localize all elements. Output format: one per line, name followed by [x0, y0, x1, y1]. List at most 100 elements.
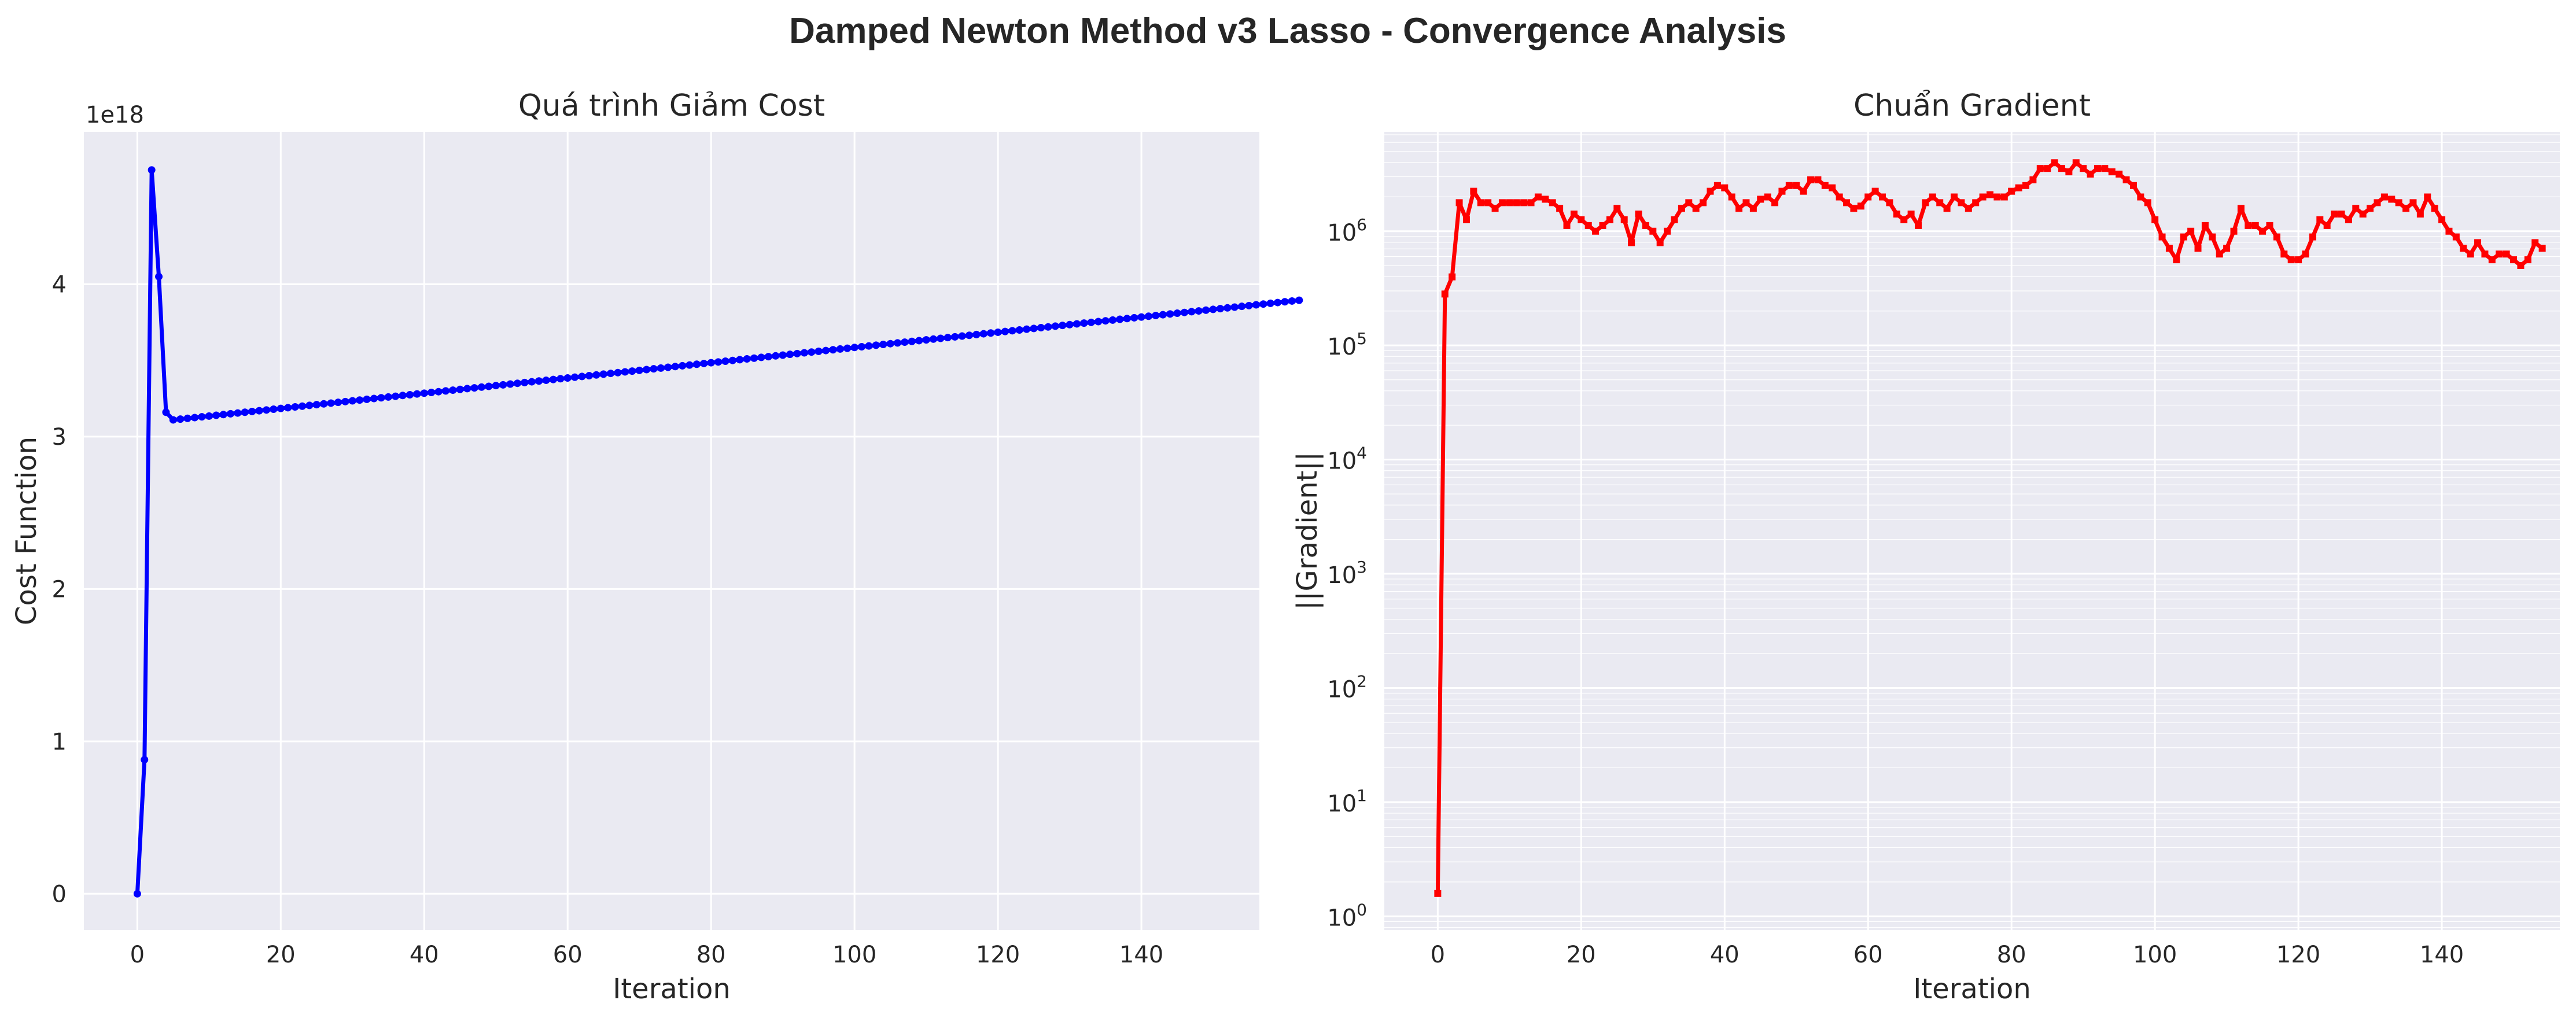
cost-data-point: [485, 382, 493, 390]
gradient-data-point: [1907, 211, 1915, 218]
gradient-data-point: [1771, 199, 1779, 206]
gradient-data-point: [1742, 199, 1750, 206]
gradient-data-point: [1462, 216, 1470, 224]
gradient-data-point: [1993, 193, 2001, 201]
gradient-data-point: [2309, 233, 2316, 241]
cost-data-point: [951, 333, 959, 341]
cost-data-point: [456, 385, 464, 393]
cost-data-point: [592, 371, 600, 379]
gradient-data-point: [1922, 199, 1929, 206]
cost-x-tick-label: 80: [696, 942, 726, 968]
gradient-data-point: [2044, 165, 2051, 172]
gradient-data-point: [1449, 273, 1456, 281]
gradient-data-point: [2266, 222, 2273, 229]
cost-data-point: [1274, 298, 1282, 307]
gradient-data-point: [1606, 216, 1613, 224]
gradient-grid: [1384, 132, 2560, 930]
gradient-data-point: [2287, 256, 2295, 264]
gradient-x-tick-label: 20: [1567, 942, 1596, 968]
gradient-data-point: [2331, 211, 2338, 218]
gradient-data-point: [2531, 239, 2539, 246]
cost-data-point: [894, 339, 902, 347]
gradient-data-point: [2122, 176, 2130, 183]
gradient-data-point: [2058, 165, 2065, 172]
cost-y-tick-label: 0: [52, 881, 67, 907]
cost-data-point: [370, 394, 378, 403]
cost-data-point: [865, 342, 873, 350]
gradient-data-point: [1893, 211, 1900, 218]
gradient-data-point: [2424, 193, 2431, 201]
cost-data-point: [650, 365, 658, 373]
gradient-data-point: [2359, 211, 2367, 218]
gradient-data-point: [1628, 239, 1635, 246]
cost-x-tick-label: 40: [410, 942, 439, 968]
cost-data-point: [958, 332, 966, 340]
gradient-data-point: [1871, 187, 1879, 195]
cost-data-point: [872, 341, 880, 349]
cost-data-point: [1094, 318, 1103, 326]
cost-y-tick-labels: 0 1 2 3 4: [52, 271, 67, 907]
cost-x-tick-label: 140: [1119, 942, 1163, 968]
cost-data-point: [743, 355, 751, 363]
gradient-data-point: [2180, 233, 2187, 241]
cost-data-point: [348, 397, 356, 405]
gradient-data-point: [1513, 199, 1520, 206]
gradient-data-point: [1749, 205, 1757, 212]
gradient-data-point: [1965, 205, 1972, 212]
cost-data-point: [686, 361, 694, 369]
cost-data-point: [563, 374, 572, 382]
gradient-data-point: [1441, 290, 1449, 298]
cost-data-point: [542, 376, 550, 384]
gradient-data-point: [1578, 216, 1585, 224]
gradient-data-point: [1506, 199, 1513, 206]
gradient-data-point: [1477, 199, 1484, 206]
cost-data-point: [248, 407, 256, 415]
gradient-data-point: [1498, 199, 1506, 206]
cost-data-point: [1059, 322, 1067, 330]
gradient-data-point: [2380, 193, 2388, 201]
gradient-data-point: [1642, 222, 1649, 229]
gradient-x-tick-label: 120: [2276, 942, 2320, 968]
cost-data-point: [750, 354, 758, 362]
gradient-data-point: [2295, 256, 2302, 264]
gradient-data-point: [2201, 222, 2209, 229]
cost-data-point: [176, 415, 185, 423]
cost-plot-area: [84, 132, 1259, 930]
gradient-data-point: [1707, 187, 1714, 195]
gradient-data-point: [2367, 205, 2374, 212]
cost-data-point: [700, 359, 708, 367]
gradient-data-point: [2374, 199, 2381, 206]
gradient-data-point: [2094, 165, 2101, 172]
gradient-data-point: [2000, 193, 2008, 201]
cost-data-point: [384, 393, 392, 401]
gradient-series: [1434, 159, 2546, 897]
gradient-data-point: [1713, 182, 1721, 189]
cost-data-point: [227, 409, 235, 418]
cost-data-point: [643, 366, 651, 374]
gradient-data-point: [1879, 193, 1886, 201]
cost-data-point: [413, 390, 421, 398]
cost-data-point: [470, 384, 478, 392]
gradient-y-tick-labels: 100 101 102 103 104 105 106: [1327, 215, 1367, 932]
gradient-data-point: [2338, 211, 2345, 218]
gradient-data-point: [1886, 199, 1893, 206]
cost-data-point: [521, 378, 529, 386]
cost-data-point: [879, 341, 887, 349]
cost-data-point: [1223, 304, 1232, 312]
cost-x-tick-label: 100: [832, 942, 876, 968]
gradient-x-tick-label: 40: [1710, 942, 1740, 968]
cost-data-point: [1288, 297, 1296, 305]
gradient-data-point: [1829, 184, 1836, 191]
cost-data-point: [772, 352, 780, 360]
gradient-data-point: [1821, 182, 1829, 189]
cost-x-tick-label: 60: [553, 942, 583, 968]
gradient-x-tick-labels: 0 20 40 60 80 100 120 140: [1431, 942, 2464, 968]
gradient-data-point: [1843, 199, 1851, 206]
gradient-data-point: [2388, 195, 2396, 203]
cost-data-point: [183, 414, 191, 422]
cost-data-point: [1037, 324, 1045, 332]
cost-data-point: [463, 385, 471, 393]
gradient-data-point: [1542, 195, 1549, 203]
cost-data-point: [148, 166, 156, 174]
